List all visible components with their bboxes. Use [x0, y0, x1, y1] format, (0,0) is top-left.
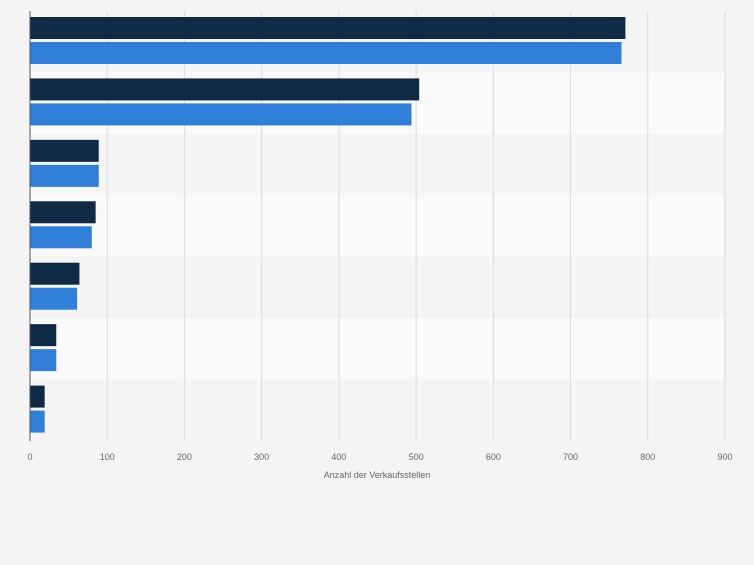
x-tick-label: 500	[409, 452, 424, 462]
bar	[30, 78, 420, 101]
bar	[30, 324, 57, 347]
bar	[30, 287, 78, 310]
x-tick-label: 200	[177, 452, 192, 462]
bar	[30, 42, 622, 64]
bar	[30, 164, 99, 187]
x-axis-title: Anzahl der Verkaufsstellen	[324, 470, 431, 480]
bar	[30, 410, 45, 433]
x-tick-label: 800	[640, 452, 655, 462]
x-tick-label: 600	[486, 452, 501, 462]
row-band	[30, 133, 725, 196]
bars	[30, 17, 626, 433]
row-band	[30, 318, 725, 380]
row-bands	[30, 11, 725, 441]
row-band	[30, 379, 725, 441]
bar	[30, 349, 57, 372]
bar	[30, 201, 96, 224]
bar	[30, 226, 92, 249]
x-tick-label: 700	[563, 452, 578, 462]
row-band	[30, 195, 725, 257]
x-tick-label: 300	[254, 452, 269, 462]
x-tick-labels: 0 100 200 300 400 500 600 700 800 900	[27, 452, 732, 462]
x-tick-label: 900	[717, 452, 732, 462]
x-tick-label: 100	[100, 452, 115, 462]
row-band	[30, 256, 725, 319]
bar	[30, 262, 80, 285]
bar	[30, 17, 626, 39]
bar	[30, 385, 45, 408]
x-tick-label: 400	[331, 452, 346, 462]
bar	[30, 103, 412, 126]
bar	[30, 139, 99, 162]
x-tick-label: 0	[27, 452, 32, 462]
